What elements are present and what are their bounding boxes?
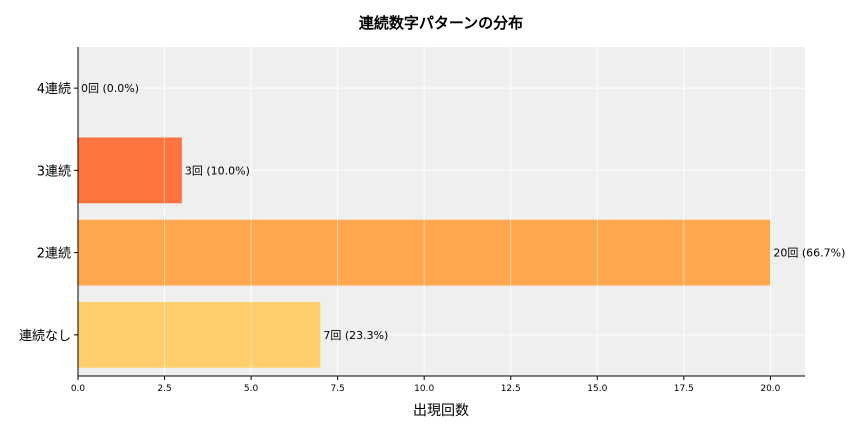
y-tick-label: 連続なし (19, 329, 71, 344)
x-tick-label: 5.0 (244, 384, 259, 394)
x-tick-labels: 0.0 2.5 5.0 7.5 10.0 12.5 15.0 17.5 20.0 (71, 376, 781, 394)
data-labels: 7回 (23.3%) 20回 (66.7%) 3回 (10.0%) 0回 (0.0%) (81, 82, 845, 342)
y-tick-label: 4連続 (37, 82, 71, 97)
bar-data-label: 0回 (0.0%) (81, 82, 139, 95)
bar (78, 301, 321, 368)
x-tick-label: 20.0 (760, 384, 780, 394)
y-tick-label: 2連続 (37, 247, 71, 262)
x-tick-label: 17.5 (674, 384, 694, 394)
y-tick-label: 3連続 (37, 164, 71, 179)
bar-data-label: 7回 (23.3%) (323, 329, 388, 342)
x-tick-label: 15.0 (587, 384, 607, 394)
x-tick-label: 0.0 (71, 384, 86, 394)
x-tick-label: 2.5 (157, 384, 171, 394)
x-tick-label: 10.0 (414, 384, 434, 394)
bar-data-label: 20回 (66.7%) (773, 247, 845, 260)
y-tick-labels: 連続なし 2連続 3連続 4連続 (19, 82, 78, 344)
x-tick-label: 7.5 (330, 384, 344, 394)
chart-title: 連続数字パターンの分布 (359, 14, 523, 32)
bars (77, 47, 771, 376)
bar (78, 137, 182, 204)
x-tick-label: 12.5 (501, 384, 521, 394)
x-axis-label: 出現回数 (413, 403, 469, 419)
bar-data-label: 3回 (10.0%) (185, 164, 250, 177)
